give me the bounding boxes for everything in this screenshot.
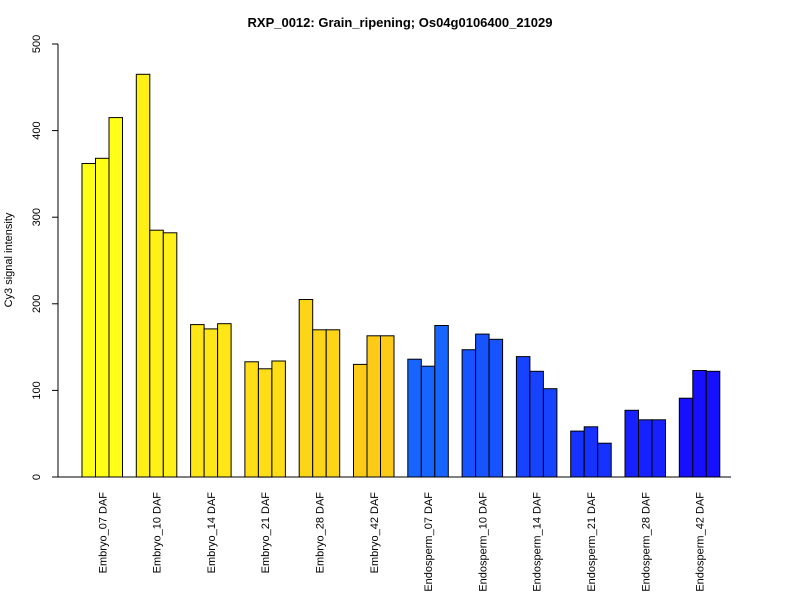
y-axis: 0 100 200 300 400 500 bbox=[31, 35, 59, 480]
category-label: Embryo_14 DAF bbox=[206, 492, 218, 574]
bars-layer bbox=[81, 73, 721, 478]
bar bbox=[692, 370, 707, 478]
bar bbox=[583, 426, 599, 478]
category-label: Embryo_07 DAF bbox=[97, 492, 109, 574]
bar bbox=[271, 360, 286, 478]
bar bbox=[597, 442, 612, 478]
category-label: Embryo_10 DAF bbox=[152, 492, 164, 574]
y-tick-label: 100 bbox=[31, 381, 43, 399]
category-label: Endosperm_28 DAF bbox=[640, 492, 652, 592]
bar bbox=[135, 73, 151, 478]
category-label: Endosperm_42 DAF bbox=[695, 492, 707, 592]
bar bbox=[570, 430, 585, 478]
y-tick-label: 200 bbox=[31, 295, 43, 313]
bar bbox=[515, 356, 531, 478]
y-axis-label: Cy3 signal intensity bbox=[3, 212, 15, 307]
bar bbox=[325, 329, 341, 478]
category-label: Endosperm_10 DAF bbox=[477, 492, 489, 592]
category-label: Embryo_42 DAF bbox=[369, 492, 381, 574]
bar bbox=[434, 325, 449, 478]
bar bbox=[638, 419, 653, 478]
category-label: Endosperm_14 DAF bbox=[532, 492, 544, 592]
bar bbox=[380, 335, 395, 478]
bar bbox=[407, 358, 422, 478]
bar bbox=[651, 419, 666, 478]
bar bbox=[366, 335, 381, 478]
bar bbox=[624, 409, 639, 478]
bar bbox=[257, 368, 273, 478]
bar bbox=[108, 117, 123, 478]
bar bbox=[203, 328, 219, 478]
bar bbox=[353, 363, 368, 478]
bar bbox=[190, 324, 205, 478]
bar bbox=[678, 397, 694, 478]
bar bbox=[162, 232, 178, 478]
category-label: Endosperm_21 DAF bbox=[586, 492, 598, 592]
bar bbox=[475, 333, 490, 478]
y-tick-label: 300 bbox=[31, 208, 43, 226]
bar bbox=[420, 365, 436, 478]
category-label: Endosperm_07 DAF bbox=[423, 492, 435, 592]
y-tick-label: 400 bbox=[31, 121, 43, 139]
y-tick-label: 500 bbox=[31, 35, 43, 53]
bar bbox=[488, 338, 504, 478]
bar bbox=[529, 370, 544, 478]
y-tick-label: 0 bbox=[31, 474, 43, 480]
bar bbox=[81, 163, 96, 478]
category-labels: Embryo_07 DAF Embryo_10 DAF Embryo_14 DAF E… bbox=[97, 492, 706, 592]
bar bbox=[461, 349, 477, 478]
category-label: Embryo_28 DAF bbox=[314, 492, 326, 574]
bar bbox=[542, 388, 558, 478]
bar bbox=[298, 299, 314, 478]
bar bbox=[217, 323, 232, 478]
bar bbox=[312, 329, 327, 478]
bar bbox=[705, 370, 721, 478]
category-label: Embryo_21 DAF bbox=[260, 492, 272, 574]
bar bbox=[149, 229, 164, 478]
chart-title: RXP_0012: Grain_ripening; Os04g0106400_2… bbox=[248, 15, 553, 30]
bar bbox=[95, 157, 110, 478]
bar bbox=[244, 361, 259, 478]
